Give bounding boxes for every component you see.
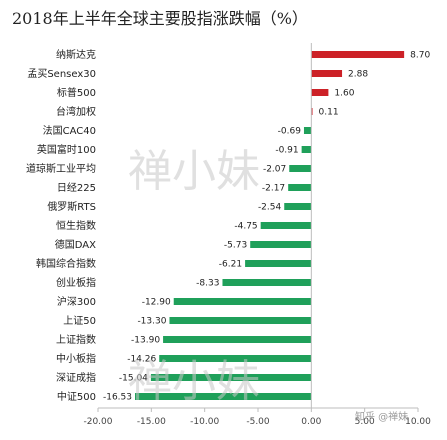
data-label: -14.26: [127, 355, 156, 365]
bar: [303, 127, 312, 134]
data-label: -13.30: [137, 317, 166, 327]
category-label: 创业板指: [56, 276, 96, 289]
category-label: 孟买Sensex30: [27, 68, 96, 80]
data-label: -0.69: [278, 127, 302, 137]
bar: [301, 146, 312, 153]
x-tick-label: -10.00: [190, 417, 219, 427]
category-label: 纳斯达克: [56, 48, 96, 61]
category-label: 上证50: [63, 315, 96, 327]
bars-layer: 纳斯达克 8.70 孟买Sensex30 2.88 标普500 1.60 台湾加权 0.11 法…: [26, 48, 430, 403]
bar: [311, 70, 343, 77]
bar: [159, 355, 312, 362]
chart-title: 2018年上半年全球主要股指涨跌幅（%）: [12, 9, 308, 28]
bar: [260, 222, 312, 229]
data-label: -8.33: [196, 279, 219, 289]
category-label: 俄罗斯RTS: [47, 200, 96, 213]
bar: [284, 203, 312, 210]
x-tick-label: -20.00: [83, 417, 112, 427]
data-label: 1.60: [334, 89, 354, 99]
bar: [311, 89, 329, 96]
category-label: 日经225: [57, 181, 96, 194]
data-label: -5.73: [224, 241, 247, 251]
data-label: -0.91: [275, 146, 298, 156]
bar: [169, 317, 312, 324]
data-label: -15.04: [119, 374, 148, 384]
x-tick-label: 0.00: [301, 417, 321, 427]
category-label: 中证500: [57, 390, 96, 403]
bar: [163, 336, 312, 343]
watermark-layer: 禅小妹 禅小妹 知乎 @禅妹: [128, 146, 408, 423]
category-label: 德国DAX: [55, 238, 96, 251]
x-tick-label: -5.00: [246, 417, 270, 427]
category-label: 韩国综合指数: [36, 257, 96, 270]
watermark-credit: 知乎 @禅妹: [355, 410, 408, 423]
data-label: -6.21: [219, 260, 242, 270]
x-tick-label: 10.00: [405, 417, 431, 427]
category-label: 台湾加权: [56, 105, 96, 118]
bar: [245, 260, 312, 267]
bar: [289, 165, 312, 172]
category-label: 法国CAC40: [43, 124, 96, 137]
data-label: -2.07: [263, 165, 286, 175]
bar: [135, 393, 312, 400]
category-label: 中小板指: [56, 352, 96, 365]
data-label: -13.90: [131, 336, 160, 346]
category-label: 上证指数: [56, 333, 96, 346]
x-tick-label: -15.00: [137, 417, 166, 427]
data-label: -2.17: [262, 184, 285, 194]
bar: [250, 241, 312, 248]
data-label: 0.11: [319, 108, 339, 118]
x-axis: -20.00 -15.00 -10.00 -5.00 0.00 5.00 10.00: [83, 43, 431, 427]
data-label: 2.88: [348, 70, 368, 80]
category-label: 沪深300: [57, 295, 96, 308]
data-label: 8.70: [410, 51, 430, 61]
category-label: 恒生指数: [56, 219, 96, 232]
bar: [173, 298, 312, 305]
x-tick-label: 5.00: [355, 417, 375, 427]
bar: [311, 51, 405, 58]
category-label: 道琼斯工业平均: [26, 162, 96, 175]
data-label: -4.75: [234, 222, 257, 232]
category-label: 深证成指: [56, 371, 96, 384]
watermark-text-lower: 禅小妹: [128, 356, 260, 407]
watermark-text-upper: 禅小妹: [128, 146, 260, 197]
data-label: -2.54: [258, 203, 282, 213]
bar: [311, 108, 313, 115]
bar: [288, 184, 312, 191]
category-label: 标普500: [57, 86, 96, 99]
bar: [150, 374, 312, 381]
category-label: 英国富时100: [37, 143, 96, 156]
data-label: -16.53: [103, 393, 132, 403]
bar: [222, 279, 312, 286]
data-label: -12.90: [142, 298, 171, 308]
